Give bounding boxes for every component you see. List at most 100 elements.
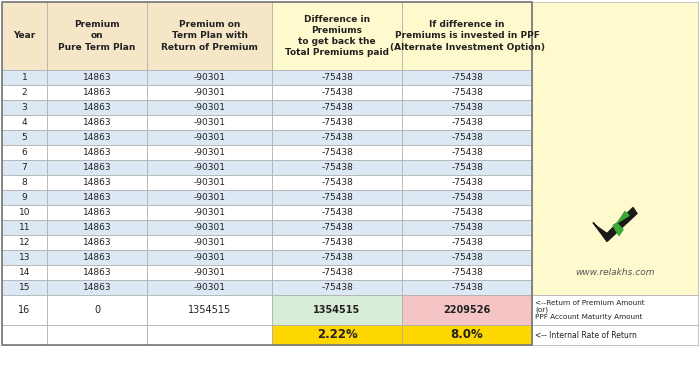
Text: -75438: -75438 bbox=[321, 268, 353, 277]
Text: 8: 8 bbox=[22, 178, 27, 187]
Bar bbox=[402, 160, 532, 175]
Text: 3: 3 bbox=[22, 103, 27, 112]
Text: 1: 1 bbox=[22, 73, 27, 82]
Bar bbox=[47, 2, 147, 70]
Text: -75438: -75438 bbox=[451, 133, 483, 142]
Text: -90301: -90301 bbox=[193, 283, 225, 292]
Bar bbox=[272, 190, 402, 205]
Bar bbox=[47, 160, 147, 175]
Text: -90301: -90301 bbox=[193, 238, 225, 247]
Text: -75438: -75438 bbox=[451, 103, 483, 112]
Bar bbox=[272, 205, 402, 220]
Text: 2209526: 2209526 bbox=[443, 305, 491, 315]
Text: 11: 11 bbox=[19, 223, 30, 232]
Text: 14863: 14863 bbox=[83, 253, 111, 262]
Text: 14863: 14863 bbox=[83, 268, 111, 277]
Bar bbox=[402, 220, 532, 235]
Bar bbox=[47, 85, 147, 100]
Bar bbox=[147, 2, 272, 70]
Text: -90301: -90301 bbox=[193, 88, 225, 97]
Bar bbox=[2, 220, 47, 235]
Text: 14863: 14863 bbox=[83, 208, 111, 217]
Text: -75438: -75438 bbox=[321, 148, 353, 157]
Bar bbox=[272, 100, 402, 115]
Bar bbox=[402, 205, 532, 220]
Text: 5: 5 bbox=[22, 133, 27, 142]
Text: -75438: -75438 bbox=[321, 253, 353, 262]
Bar bbox=[402, 175, 532, 190]
Text: -90301: -90301 bbox=[193, 253, 225, 262]
Text: -75438: -75438 bbox=[321, 103, 353, 112]
Bar bbox=[272, 115, 402, 130]
Bar bbox=[2, 85, 47, 100]
Bar bbox=[147, 265, 272, 280]
Text: Premium
on
Pure Term Plan: Premium on Pure Term Plan bbox=[58, 20, 136, 51]
Text: -75438: -75438 bbox=[451, 253, 483, 262]
Bar bbox=[2, 175, 47, 190]
Bar bbox=[402, 130, 532, 145]
Text: -75438: -75438 bbox=[451, 268, 483, 277]
Text: 2.22%: 2.22% bbox=[316, 329, 358, 342]
Text: -75438: -75438 bbox=[321, 163, 353, 172]
Bar bbox=[272, 295, 402, 325]
Bar bbox=[147, 220, 272, 235]
Bar bbox=[147, 145, 272, 160]
Text: 14863: 14863 bbox=[83, 88, 111, 97]
Text: <-- Internal Rate of Return: <-- Internal Rate of Return bbox=[535, 330, 637, 340]
Bar bbox=[402, 100, 532, 115]
Bar bbox=[2, 205, 47, 220]
Text: 6: 6 bbox=[22, 148, 27, 157]
Bar bbox=[2, 190, 47, 205]
Polygon shape bbox=[613, 212, 629, 235]
Text: 1354515: 1354515 bbox=[188, 305, 231, 315]
Bar bbox=[272, 250, 402, 265]
Bar bbox=[47, 115, 147, 130]
Text: 14863: 14863 bbox=[83, 163, 111, 172]
Bar bbox=[402, 325, 532, 345]
Bar bbox=[2, 145, 47, 160]
Text: <--Return of Premium Amount
(or)
PPF Account Maturity Amount: <--Return of Premium Amount (or) PPF Acc… bbox=[535, 300, 645, 320]
Bar bbox=[532, 295, 698, 325]
Bar bbox=[147, 160, 272, 175]
Text: -75438: -75438 bbox=[451, 223, 483, 232]
Bar bbox=[402, 280, 532, 295]
Text: -75438: -75438 bbox=[321, 238, 353, 247]
Text: -75438: -75438 bbox=[451, 73, 483, 82]
Bar bbox=[47, 205, 147, 220]
Bar bbox=[2, 160, 47, 175]
Bar bbox=[272, 70, 402, 85]
Text: -75438: -75438 bbox=[321, 178, 353, 187]
Bar bbox=[2, 70, 47, 85]
Text: 8.0%: 8.0% bbox=[451, 329, 484, 342]
Bar bbox=[272, 220, 402, 235]
Bar bbox=[272, 85, 402, 100]
Text: 4: 4 bbox=[22, 118, 27, 127]
Bar bbox=[147, 295, 272, 325]
Bar bbox=[147, 70, 272, 85]
Bar bbox=[2, 235, 47, 250]
Text: -75438: -75438 bbox=[321, 223, 353, 232]
Text: -90301: -90301 bbox=[193, 118, 225, 127]
Bar bbox=[2, 295, 47, 325]
Bar bbox=[402, 70, 532, 85]
Bar bbox=[402, 145, 532, 160]
Bar bbox=[47, 295, 147, 325]
Bar bbox=[47, 250, 147, 265]
Text: -90301: -90301 bbox=[193, 133, 225, 142]
Bar bbox=[272, 160, 402, 175]
Text: 14863: 14863 bbox=[83, 148, 111, 157]
Text: -75438: -75438 bbox=[321, 283, 353, 292]
Bar bbox=[147, 115, 272, 130]
Bar bbox=[147, 280, 272, 295]
Bar bbox=[272, 325, 402, 345]
Bar bbox=[402, 265, 532, 280]
Bar bbox=[147, 190, 272, 205]
Bar bbox=[47, 280, 147, 295]
Text: -75438: -75438 bbox=[451, 283, 483, 292]
Bar bbox=[402, 85, 532, 100]
Bar bbox=[402, 2, 532, 70]
Text: -75438: -75438 bbox=[451, 178, 483, 187]
Text: -75438: -75438 bbox=[321, 118, 353, 127]
Bar bbox=[272, 2, 402, 70]
Text: 14863: 14863 bbox=[83, 73, 111, 82]
